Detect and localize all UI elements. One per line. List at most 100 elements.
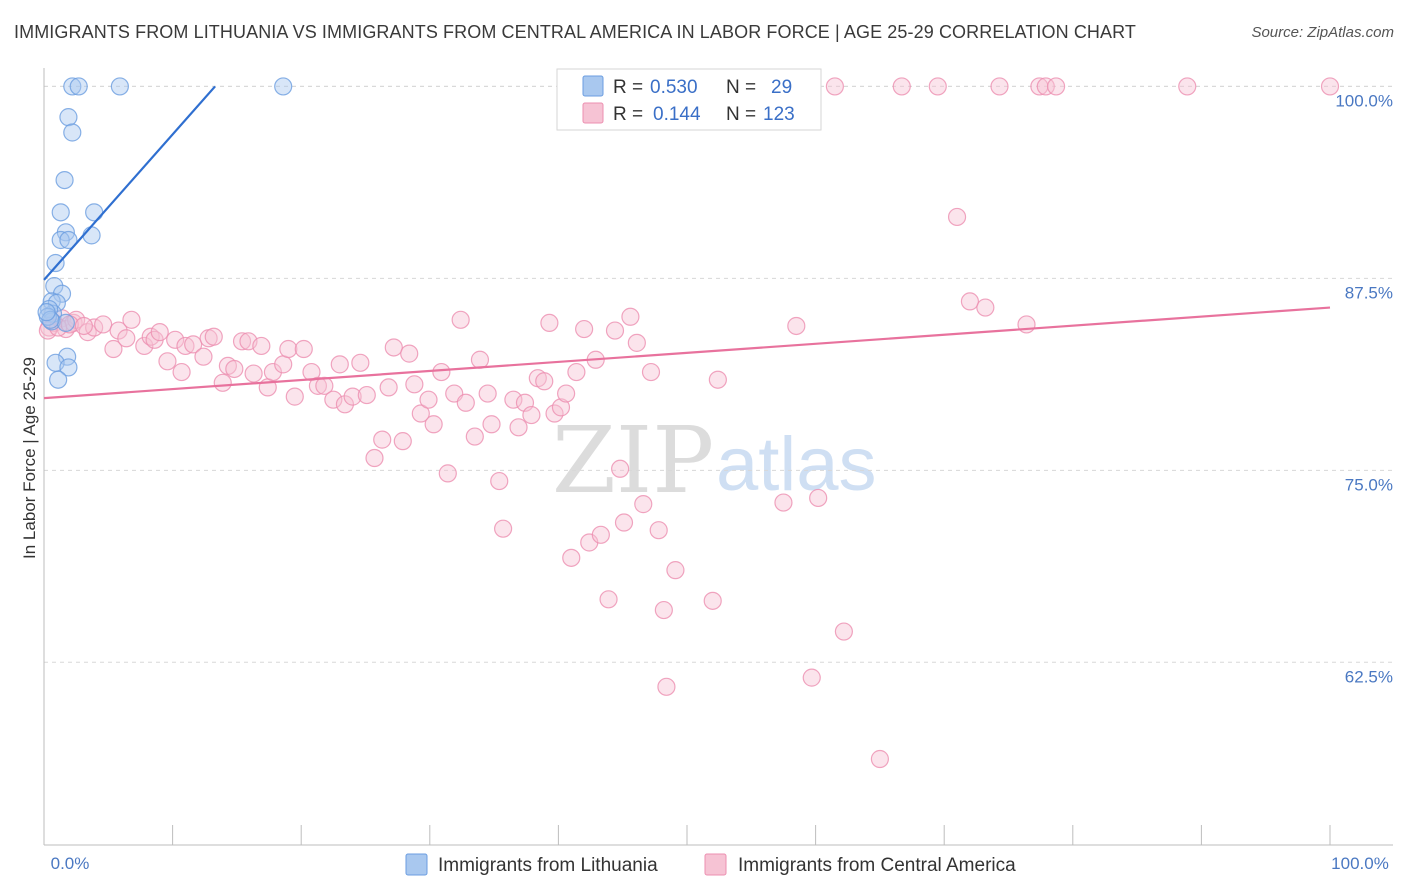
central-america-point-105 — [634, 495, 653, 514]
lithuania-point-13 — [46, 253, 65, 273]
lithuania-point-15 — [52, 284, 72, 303]
lithuania-trend-line — [43, 85, 216, 281]
central-america-point-66 — [393, 432, 412, 451]
central-america-point-100 — [605, 321, 625, 340]
lithuania-point-2 — [110, 77, 129, 96]
central-america-point-73 — [438, 464, 457, 483]
lithuania-point-3 — [274, 77, 293, 96]
central-america-point-40 — [213, 373, 232, 392]
central-america-point-60 — [351, 353, 370, 372]
lithuania-point-25 — [59, 358, 78, 377]
y-tick-labels: 62.5% 75.0% 87.5% 100.0% — [1335, 91, 1393, 686]
lithuania-point-6 — [55, 170, 74, 190]
central-america-point-70 — [419, 390, 438, 409]
central-america-point-112 — [708, 370, 727, 389]
central-america-point-71 — [424, 415, 443, 434]
bottom-legend-swatch-lithuania — [405, 853, 428, 876]
central-america-point-24 — [109, 321, 128, 340]
y-tick-label-87.5: 87.5% — [1345, 283, 1393, 302]
watermark-atlas: atlas — [716, 422, 877, 507]
watermark: ZIP atlas — [552, 407, 877, 514]
central-america-point-81 — [490, 471, 509, 491]
central-america-point-56 — [324, 390, 343, 409]
central-america-point-39 — [204, 327, 223, 346]
central-america-point-86 — [522, 405, 541, 425]
central-america-point-43 — [232, 332, 252, 351]
central-america-point-52 — [294, 339, 313, 359]
central-america-point-104 — [627, 333, 646, 352]
central-america-point-113 — [774, 493, 793, 512]
trend-lines — [43, 85, 1331, 400]
legend-n-value-2: 123 — [763, 104, 795, 125]
central-america-point-42 — [225, 359, 244, 379]
y-axis-title: In Labor Force | Age 25-29 — [20, 357, 39, 559]
legend-r-label-1: R = — [613, 77, 643, 98]
central-america-point-80 — [482, 415, 501, 434]
central-america-point-11 — [947, 207, 967, 227]
bottom-legend-label-lithuania: Immigrants from Lithuania — [438, 855, 658, 876]
x-tick-label-100: 100.0% — [1331, 854, 1389, 873]
central-america-point-78 — [470, 350, 490, 369]
central-america-point-25 — [104, 339, 123, 359]
central-america-point-118 — [870, 749, 890, 769]
bottom-legend-label-central-america: Immigrants from Central America — [738, 855, 1016, 876]
central-america-point-91 — [551, 398, 571, 417]
central-america-point-110 — [666, 561, 685, 580]
central-america-point-119 — [38, 321, 57, 340]
legend-n-label-1: N = — [726, 77, 756, 98]
legend-n-label-2: N = — [726, 104, 756, 125]
central-america-point-77 — [465, 427, 484, 446]
lithuania-point-28 — [37, 303, 56, 322]
central-america-point-108 — [657, 677, 676, 696]
central-america-point-13 — [976, 298, 995, 317]
central-america-point-3 — [892, 77, 911, 96]
central-america-point-102 — [614, 513, 634, 532]
central-america-point-31 — [150, 323, 169, 342]
legend-r-label-2: R = — [613, 104, 643, 125]
central-america-point-61 — [357, 385, 376, 405]
watermark-zip: ZIP — [552, 407, 714, 514]
central-america-point-46 — [252, 336, 271, 356]
central-america-trend-line — [43, 306, 1331, 400]
central-america-point-116 — [809, 488, 828, 508]
central-america-point-33 — [166, 330, 185, 349]
x-axis-ticks — [43, 825, 1331, 845]
lithuania-point-22 — [56, 313, 75, 333]
central-america-point-68 — [405, 375, 424, 394]
central-america-point-37 — [194, 347, 213, 366]
central-america-point-109 — [654, 600, 673, 620]
central-america-point-99 — [599, 590, 618, 609]
lithuania-point-11 — [59, 230, 78, 250]
central-america-point-54 — [308, 376, 328, 395]
central-america-point-114 — [787, 316, 806, 336]
central-america-point-72 — [432, 362, 451, 382]
lithuania-point-4 — [59, 108, 78, 127]
central-america-point-69 — [411, 404, 430, 423]
lithuania-point-7 — [51, 203, 70, 222]
central-america-point-28 — [135, 336, 154, 356]
central-america-point-4 — [928, 77, 947, 96]
y-tick-label-75: 75.0% — [1345, 475, 1393, 494]
central-america-point-83 — [504, 390, 523, 409]
central-america-point-95 — [575, 319, 594, 339]
central-america-point-35 — [176, 336, 195, 356]
central-america-point-122 — [74, 316, 93, 336]
central-america-point-106 — [641, 362, 661, 382]
legend-swatch-lithuania — [582, 75, 604, 97]
lithuania-point-10 — [51, 230, 70, 250]
central-america-point-65 — [384, 338, 403, 357]
central-america-point-117 — [834, 622, 853, 641]
central-america-point-26 — [117, 329, 136, 348]
central-america-point-2 — [825, 77, 844, 96]
central-america-point-45 — [244, 364, 263, 383]
central-america-point-82 — [494, 519, 513, 538]
central-america-point-50 — [279, 339, 298, 359]
central-america-point-32 — [158, 352, 177, 371]
central-america-point-115 — [802, 668, 821, 687]
y-tick-label-100: 100.0% — [1335, 91, 1393, 110]
lithuania-series — [37, 77, 293, 389]
central-america-point-98 — [591, 525, 610, 544]
central-america-point-92 — [557, 384, 576, 403]
central-america-point-8 — [1046, 77, 1066, 96]
